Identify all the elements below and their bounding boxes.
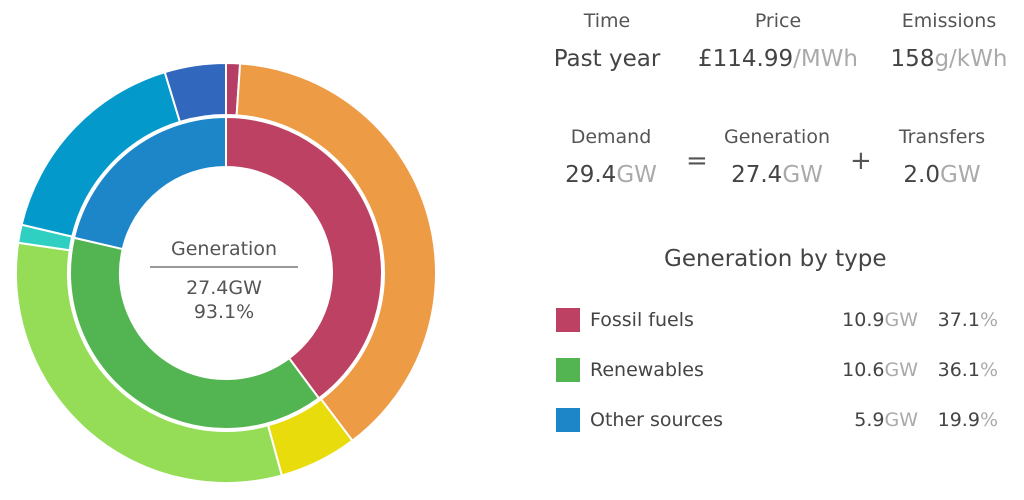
outer-ring bbox=[15, 61, 437, 484]
legend-row-percent: 36.1% bbox=[937, 359, 998, 381]
demand-stat[interactable]: Demand 29.4GW bbox=[556, 126, 666, 188]
price-label: Price bbox=[754, 10, 802, 32]
transfers-label: Transfers bbox=[898, 126, 986, 148]
transfers-unit: GW bbox=[940, 162, 981, 188]
price-value: £114.99/MWh bbox=[686, 46, 870, 72]
inner-ring-slice-0[interactable] bbox=[225, 115, 383, 400]
demand-amount: 29.4 bbox=[565, 162, 617, 188]
price-unit: /MWh bbox=[793, 46, 859, 72]
legend-row-renewables[interactable]: Renewables 10.6GW 36.1% bbox=[556, 358, 1000, 382]
emissions-unit: g/kWh bbox=[934, 46, 1008, 72]
legend-row-percent: 19.9% bbox=[937, 409, 998, 431]
generation-amount: 27.4 bbox=[731, 162, 783, 188]
demand-label: Demand bbox=[570, 126, 652, 148]
demand-unit: GW bbox=[616, 162, 657, 188]
fossil-fuels-swatch bbox=[556, 308, 580, 332]
center-value: 27.4GW bbox=[186, 277, 262, 299]
price-stat[interactable]: Price £114.99/MWh bbox=[686, 10, 870, 72]
transfers-value: 2.0GW bbox=[888, 162, 996, 188]
equals-sign: = bbox=[686, 146, 708, 176]
plus-sign: + bbox=[850, 146, 872, 176]
outer-ring-slice-1[interactable] bbox=[235, 62, 437, 443]
emissions-amount: 158 bbox=[890, 46, 935, 72]
legend-row-gw: 10.9GW bbox=[842, 309, 918, 331]
emissions-stat[interactable]: Emissions 158g/kWh bbox=[880, 10, 1018, 72]
center-percent: 93.1% bbox=[193, 301, 255, 323]
legend-row-gw: 10.6GW bbox=[842, 359, 918, 381]
generation-donut-chart bbox=[15, 61, 437, 484]
other-sources-swatch bbox=[556, 408, 580, 432]
emissions-value: 158g/kWh bbox=[880, 46, 1018, 72]
legend-row-name: Other sources bbox=[590, 409, 723, 431]
center-label: Generation bbox=[150, 238, 298, 268]
transfers-stat[interactable]: Transfers 2.0GW bbox=[888, 126, 996, 188]
legend-row-name: Renewables bbox=[590, 359, 704, 381]
demand-value: 29.4GW bbox=[556, 162, 666, 188]
time-value: Past year bbox=[553, 46, 661, 72]
outer-ring-slice-3[interactable] bbox=[15, 241, 284, 484]
price-amount: £114.99 bbox=[697, 46, 794, 72]
generation-unit: GW bbox=[782, 162, 823, 188]
generation-stat[interactable]: Generation 27.4GW bbox=[718, 126, 836, 188]
inner-ring bbox=[69, 115, 383, 430]
legend-title: Generation by type bbox=[664, 246, 887, 272]
donut-center-summary: Generation 27.4GW 93.1% bbox=[150, 238, 298, 324]
renewables-swatch bbox=[556, 358, 580, 382]
time-label: Time bbox=[583, 10, 631, 32]
inner-ring-slice-1[interactable] bbox=[69, 236, 321, 430]
transfers-amount: 2.0 bbox=[903, 162, 940, 188]
outer-ring-slice-6[interactable] bbox=[163, 61, 227, 124]
time-stat[interactable]: Time Past year bbox=[552, 10, 662, 72]
generation-label: Generation bbox=[724, 126, 830, 148]
legend-row-name: Fossil fuels bbox=[590, 309, 694, 331]
legend-row-percent: 37.1% bbox=[937, 309, 998, 331]
emissions-label: Emissions bbox=[901, 10, 997, 32]
inner-ring-slice-2[interactable] bbox=[72, 115, 227, 251]
generation-value: 27.4GW bbox=[718, 162, 836, 188]
legend-row-other-sources[interactable]: Other sources 5.9GW 19.9% bbox=[556, 408, 1000, 432]
legend-row-fossil-fuels[interactable]: Fossil fuels 10.9GW 37.1% bbox=[556, 308, 1000, 332]
legend-row-gw: 5.9GW bbox=[854, 409, 918, 431]
